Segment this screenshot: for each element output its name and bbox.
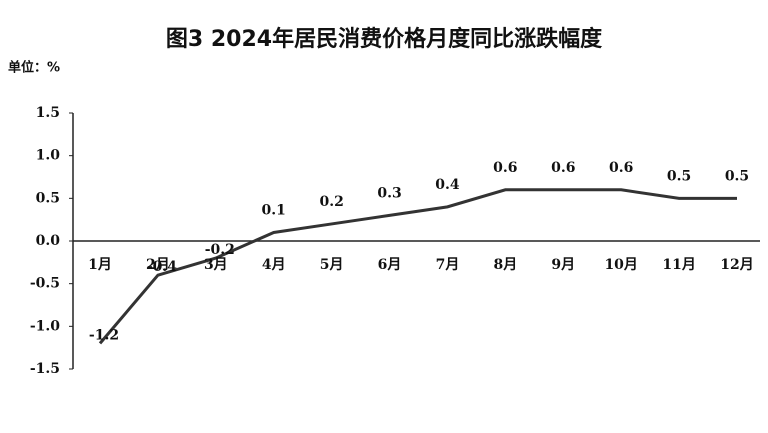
x-tick-label: 5月 xyxy=(320,257,344,273)
x-tick-label: 7月 xyxy=(436,257,460,273)
value-label: -1.2 xyxy=(89,327,119,343)
y-tick-label: 1.5 xyxy=(36,105,60,121)
chart-title: 图3 2024年居民消费价格月度同比涨跌幅度 xyxy=(166,26,603,52)
unit-label: 单位：% xyxy=(8,60,60,76)
y-tick-label: 0.5 xyxy=(36,190,60,206)
value-label: 0.3 xyxy=(377,185,401,201)
line xyxy=(98,188,737,345)
y-tick-label: 1.0 xyxy=(36,148,61,164)
y-tick-label: -0.5 xyxy=(30,276,60,292)
x-tick-label: 12月 xyxy=(720,257,753,273)
value-label: 0.6 xyxy=(609,160,633,176)
x-tick-label: 8月 xyxy=(493,257,517,273)
value-label: 0.6 xyxy=(551,160,575,176)
value-label: 0.5 xyxy=(667,168,691,184)
value-label: 0.6 xyxy=(493,160,517,176)
x-tick-label: 1月 xyxy=(88,257,112,273)
x-tick-label: 11月 xyxy=(662,257,695,273)
x-tick-label: 9月 xyxy=(551,257,575,273)
value-label: -0.2 xyxy=(205,242,235,258)
value-label: 0.4 xyxy=(435,177,460,193)
x-tick-label: 2月 xyxy=(146,257,170,273)
y-tick-label: 0.0 xyxy=(36,233,61,249)
y-tick-label: -1.5 xyxy=(30,361,60,377)
value-label: 0.5 xyxy=(725,168,749,184)
x-tick-label: 10月 xyxy=(604,257,637,273)
x-tick-label: 3月 xyxy=(204,257,228,273)
value-label: -0.4 xyxy=(147,259,177,275)
value-label: 0.2 xyxy=(319,194,343,210)
value-label: 0.1 xyxy=(262,202,286,218)
x-tick-label: 4月 xyxy=(262,257,286,273)
x-tick-label: 6月 xyxy=(378,257,402,273)
y-tick-label: -1.0 xyxy=(30,318,60,334)
